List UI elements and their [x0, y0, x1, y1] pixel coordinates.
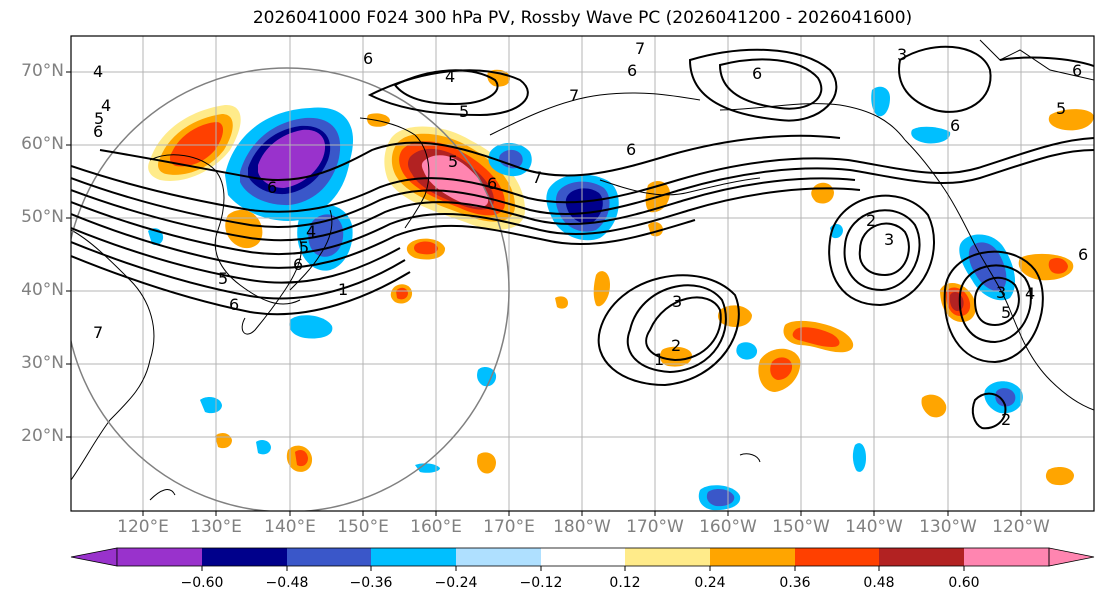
contour-label: 1 [338, 280, 348, 299]
contour-label: 4 [306, 222, 316, 241]
lat-label: 70°N [21, 61, 64, 81]
contour-label: 1 [654, 350, 664, 369]
lat-label: 60°N [21, 134, 64, 154]
colorbar-tick-label: 0.36 [779, 575, 811, 591]
colorbar-tick-label: −0.36 [349, 575, 393, 591]
lat-label: 50°N [21, 207, 64, 227]
colorbar-bin [456, 548, 541, 566]
contour-label: 6 [627, 61, 637, 80]
contour-label: 6 [1072, 61, 1082, 80]
contour-label: 6 [363, 49, 373, 68]
contour-label-group: 4 6 7 6 6 4 5 7 6 6 3 6 6 5 5 4 5 6 7 7 … [93, 39, 1088, 429]
contour-label: 3 [996, 283, 1006, 302]
contour-label: 6 [267, 178, 277, 197]
contour-label: 5 [218, 269, 228, 288]
contour-label: 2 [866, 211, 876, 230]
colorbar-bin [287, 548, 371, 566]
contour-label: 5 [459, 102, 469, 121]
lon-label: 120°E [117, 517, 169, 537]
contour-label: 5 [1056, 99, 1066, 118]
lon-label: 160°E [410, 517, 462, 537]
colorbar-bin [541, 548, 625, 566]
colorbar-tick-label: 0.24 [694, 575, 726, 591]
axis-ticks [66, 71, 1022, 516]
contour-label: 4 [101, 96, 111, 115]
contour-label: 5 [299, 238, 309, 257]
colorbar-bin [879, 548, 964, 566]
contour-label: 5 [1001, 303, 1011, 322]
contour-label: 6 [950, 116, 960, 135]
contour-label: 3 [672, 292, 682, 311]
colorbar-bin [964, 548, 1049, 566]
colorbar-tick-label: 0.60 [948, 575, 980, 591]
colorbar-bin [117, 548, 202, 566]
colorbar-extend-high [1048, 547, 1095, 567]
composite-circle [71, 67, 510, 511]
lon-label: 180°W [553, 517, 611, 537]
contour-label: 7 [569, 86, 579, 105]
colorbar-extend-low [70, 547, 118, 567]
colorbar-tick-label: −0.60 [180, 575, 224, 591]
contour-label: 7 [93, 323, 103, 342]
contour-label: 4 [93, 62, 103, 81]
lon-label: 150°W [772, 517, 830, 537]
contour-label: 5 [94, 109, 104, 128]
lon-label: 130°E [190, 517, 242, 537]
contour-label: 6 [487, 174, 497, 193]
contour-label: 6 [229, 295, 239, 314]
lon-label: 170°W [626, 517, 684, 537]
coastlines [71, 39, 1094, 501]
colorbar-tick-label: −0.24 [434, 575, 478, 591]
colorbar-bin [710, 548, 795, 566]
colorbar-bin [202, 548, 287, 566]
contour-label: 2 [1001, 410, 1011, 429]
lon-label: 160°W [699, 517, 757, 537]
contour-label: 6 [626, 140, 636, 159]
contour-label: 2 [671, 336, 681, 355]
map-plot: 4 6 7 6 6 4 5 7 6 6 3 6 6 5 5 4 5 6 7 7 … [71, 36, 1094, 511]
contour-label: 4 [445, 67, 455, 86]
lon-label: 120°W [992, 517, 1050, 537]
lat-label: 40°N [21, 280, 64, 300]
lat-label: 20°N [21, 426, 64, 446]
contour-label: 6 [293, 255, 303, 274]
lat-label: 30°N [21, 353, 64, 373]
colorbar-bin [371, 548, 456, 566]
lon-label: 140°E [264, 517, 316, 537]
map-gridlines [71, 36, 1094, 511]
contour-label: 5 [448, 152, 458, 171]
colorbar-bin [625, 548, 710, 566]
contour-label: 6 [93, 122, 103, 141]
colorbar-tick-label: −0.48 [265, 575, 309, 591]
contour-label: 3 [884, 230, 894, 249]
map-title: 2026041000 F024 300 hPa PV, Rossby Wave … [252, 8, 913, 28]
lon-label: 140°W [845, 517, 903, 537]
lon-label: 150°E [337, 517, 389, 537]
colorbar-tick-label: −0.12 [519, 575, 563, 591]
contour-label: 4 [1025, 284, 1035, 303]
colorbar-tick-label: 0.48 [863, 575, 895, 591]
contour-label: 6 [752, 64, 762, 83]
colorbar-tick-label: 0.12 [609, 575, 641, 591]
contour-label: 7 [635, 39, 645, 58]
colorbar [70, 547, 1095, 571]
lon-label: 170°E [483, 517, 535, 537]
pv-contours [71, 45, 1094, 430]
contour-label: 6 [1078, 245, 1088, 264]
colorbar-bin [795, 548, 879, 566]
contour-label: 3 [897, 45, 907, 64]
lon-label: 130°W [919, 517, 977, 537]
contour-label: 7 [532, 168, 542, 187]
